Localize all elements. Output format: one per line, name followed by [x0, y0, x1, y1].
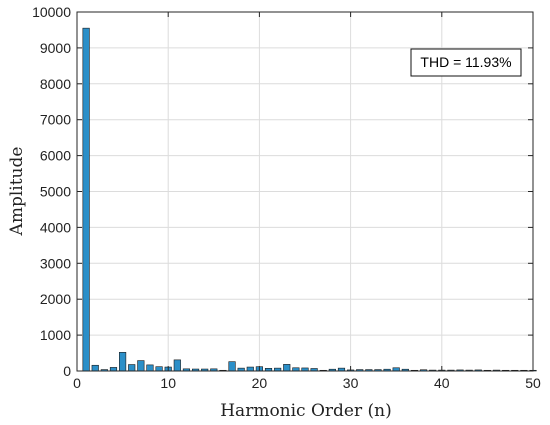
- bar-harmonic-23: [283, 364, 291, 372]
- x-axis-label: Harmonic Order (n): [220, 401, 392, 421]
- bar-series: [82, 27, 537, 372]
- bar-harmonic-6: [128, 364, 136, 372]
- x-tick-label: 50: [525, 375, 541, 391]
- bar-harmonic-8: [146, 364, 154, 372]
- bar-harmonic-19: [246, 366, 254, 372]
- x-tick-label: 10: [160, 375, 176, 391]
- x-tick-label: 30: [343, 375, 359, 391]
- y-tick-label: 6000: [40, 148, 71, 164]
- bar-harmonic-7: [137, 360, 145, 372]
- bar-harmonic-9: [155, 366, 163, 372]
- y-tick-label: 10000: [32, 4, 71, 20]
- bar-harmonic-2: [91, 364, 99, 372]
- x-tick-label: 0: [73, 375, 81, 391]
- x-tick-label: 20: [252, 375, 268, 391]
- thd-annotation: THD = 11.93%: [410, 48, 522, 77]
- y-tick-label: 9000: [40, 40, 71, 56]
- thd-annotation-text: THD = 11.93%: [420, 54, 511, 70]
- bar-harmonic-5: [119, 352, 127, 372]
- y-tick-label: 8000: [40, 76, 71, 92]
- axis-ticks: [76, 11, 534, 372]
- y-tick-label: 4000: [40, 219, 71, 235]
- y-tick-label: 7000: [40, 112, 71, 128]
- y-axis-label: Amplitude: [7, 147, 27, 237]
- y-tick-label: 3000: [40, 255, 71, 271]
- bar-harmonic-11: [173, 359, 181, 372]
- grid-lines: [77, 12, 533, 371]
- y-tick-label: 0: [63, 363, 71, 379]
- thd-annotation-box: [410, 48, 522, 77]
- tick-labels: 0 10 20 30 40 50 0 1000 2000 3000 4000 5000 6000 7000…: [32, 4, 541, 391]
- bar-harmonic-4: [109, 367, 118, 372]
- y-tick-label: 1000: [40, 327, 71, 343]
- y-tick-label: 2000: [40, 291, 71, 307]
- x-tick-label: 40: [434, 375, 450, 391]
- y-tick-label: 5000: [40, 184, 71, 200]
- bar-harmonic-1: [82, 27, 90, 372]
- bar-harmonic-17: [228, 361, 236, 372]
